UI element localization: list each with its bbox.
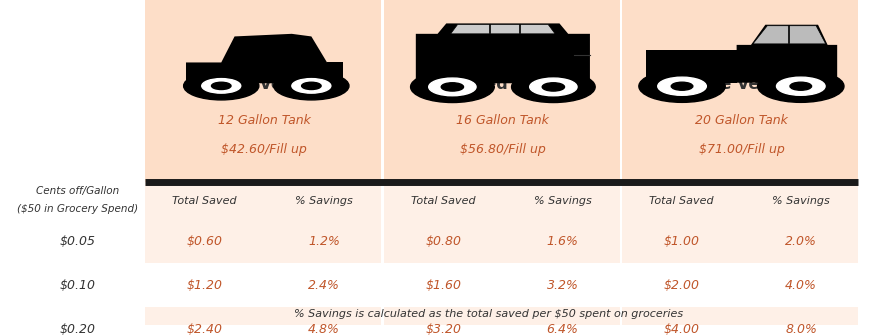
Text: $4.00: $4.00 [664,323,700,335]
FancyBboxPatch shape [384,308,619,335]
FancyBboxPatch shape [622,263,858,308]
Text: 1.6%: 1.6% [547,235,578,248]
Text: $0.80: $0.80 [426,235,461,248]
Text: $2.40: $2.40 [187,323,222,335]
Polygon shape [186,34,343,83]
Polygon shape [737,25,837,83]
Circle shape [529,78,577,96]
FancyBboxPatch shape [622,219,858,263]
Text: % Savings: % Savings [295,196,353,206]
Circle shape [411,71,494,103]
Circle shape [758,70,844,103]
FancyBboxPatch shape [145,308,381,335]
Text: 8.0%: 8.0% [785,323,817,335]
Text: % Savings: % Savings [773,196,830,206]
Polygon shape [327,62,343,83]
Text: $71.00/Fill up: $71.00/Fill up [698,143,784,156]
FancyBboxPatch shape [622,0,858,182]
Text: Midsized Vehicle: Midsized Vehicle [427,77,578,92]
Text: $2.00: $2.00 [664,279,700,292]
Text: $1.00: $1.00 [664,235,700,248]
FancyBboxPatch shape [145,219,381,263]
Text: 12 Gallon Tank: 12 Gallon Tank [218,114,310,127]
Circle shape [302,82,321,89]
Circle shape [429,78,476,96]
Text: ($50 in Grocery Spend): ($50 in Grocery Spend) [17,204,138,214]
Text: Small Vehicle: Small Vehicle [204,77,324,92]
Text: Total Saved: Total Saved [650,196,714,206]
Polygon shape [645,50,737,83]
FancyBboxPatch shape [384,0,619,182]
Text: $3.20: $3.20 [426,323,461,335]
Text: $0.20: $0.20 [59,323,96,335]
Text: $56.80/Fill up: $56.80/Fill up [460,143,546,156]
Text: Large Vehicle: Large Vehicle [680,77,802,92]
Text: 2.0%: 2.0% [785,235,817,248]
Circle shape [776,77,825,95]
FancyBboxPatch shape [384,182,619,219]
Text: 4.8%: 4.8% [308,323,340,335]
FancyBboxPatch shape [384,219,619,263]
Polygon shape [451,24,555,34]
FancyBboxPatch shape [622,182,858,219]
Circle shape [542,83,564,91]
Text: Total Saved: Total Saved [411,196,475,206]
Circle shape [790,82,812,90]
Circle shape [512,71,596,103]
Text: $0.10: $0.10 [59,279,96,292]
Polygon shape [753,26,826,44]
Text: 16 Gallon Tank: 16 Gallon Tank [456,114,549,127]
FancyBboxPatch shape [145,182,381,219]
Text: Cents off/Gallon: Cents off/Gallon [36,186,119,196]
Text: % Savings is calculated as the total saved per $50 spent on groceries: % Savings is calculated as the total sav… [295,309,684,319]
Text: $1.20: $1.20 [187,279,222,292]
Circle shape [201,79,241,93]
Text: % Savings: % Savings [534,196,591,206]
Text: $42.60/Fill up: $42.60/Fill up [221,143,307,156]
Text: 2.4%: 2.4% [308,279,340,292]
Circle shape [292,79,330,93]
Text: Total Saved: Total Saved [173,196,237,206]
Text: 3.2%: 3.2% [547,279,578,292]
Circle shape [212,82,231,89]
Circle shape [671,82,693,90]
Text: 1.2%: 1.2% [308,235,340,248]
Circle shape [657,77,706,95]
Text: 4.0%: 4.0% [785,279,817,292]
FancyBboxPatch shape [145,263,381,308]
Polygon shape [416,23,590,83]
Text: 6.4%: 6.4% [547,323,578,335]
FancyBboxPatch shape [384,263,619,308]
Text: $1.60: $1.60 [426,279,461,292]
Circle shape [184,72,259,100]
Text: $0.05: $0.05 [59,235,96,248]
Text: $0.60: $0.60 [187,235,222,248]
Circle shape [639,70,726,103]
Circle shape [274,72,349,100]
FancyBboxPatch shape [145,0,381,182]
Circle shape [441,83,464,91]
FancyBboxPatch shape [622,308,858,335]
Text: 20 Gallon Tank: 20 Gallon Tank [695,114,788,127]
